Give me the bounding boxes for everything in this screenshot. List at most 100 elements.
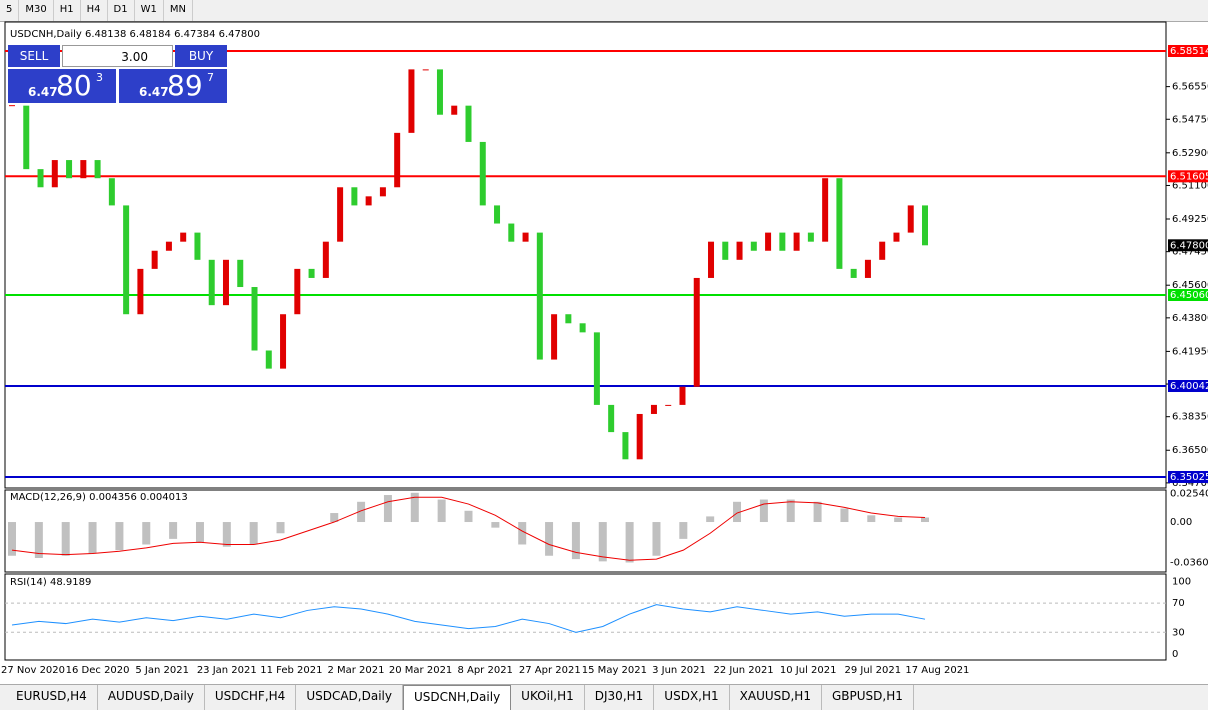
buy-button[interactable]: BUY <box>175 45 227 67</box>
macd-frame <box>4 489 1167 573</box>
chart-header: USDCNH,Daily 6.48138 6.48184 6.47384 6.4… <box>10 29 260 40</box>
x-tick-label: 3 Jun 2021 <box>652 665 706 676</box>
lot-input[interactable]: 3.00 <box>62 45 173 67</box>
macd-bar <box>330 513 339 523</box>
x-tick-label: 2 Mar 2021 <box>327 665 384 676</box>
macd-bar <box>894 517 903 523</box>
candle <box>265 350 272 369</box>
macd-tick-label: -0.036083 <box>1170 558 1208 569</box>
symbol-tab[interactable]: UKOil,H1 <box>511 685 585 710</box>
timeframe-button[interactable]: MN <box>164 0 193 21</box>
candle <box>94 160 101 179</box>
x-tick-label: 29 Jul 2021 <box>844 665 901 676</box>
timeframe-button[interactable]: W1 <box>135 0 164 21</box>
macd-bar <box>169 522 178 539</box>
level-label-bg <box>1168 380 1208 393</box>
candle <box>836 178 843 269</box>
x-tick-label: 27 Apr 2021 <box>519 665 581 676</box>
ask-price[interactable]: 6.47 89 7 <box>119 69 227 103</box>
macd-bar <box>8 522 16 556</box>
y-tick-label: 6.56550 <box>1172 82 1208 93</box>
candle <box>222 259 229 306</box>
candle <box>822 178 829 242</box>
macd-bar <box>61 522 70 556</box>
ask-prefix: 6.47 <box>139 85 169 99</box>
x-tick-label: 23 Jan 2021 <box>197 665 257 676</box>
y-tick-label: 6.45600 <box>1172 280 1208 291</box>
candle <box>579 323 586 333</box>
rsi-frame <box>4 573 1167 661</box>
symbol-tab[interactable]: DJ30,H1 <box>585 685 655 710</box>
symbol-tab[interactable]: EURUSD,H4 <box>6 685 98 710</box>
candle <box>765 232 772 251</box>
timeframe-button[interactable]: H1 <box>54 0 81 21</box>
candle <box>123 205 130 315</box>
macd-tick-label: 0.00 <box>1170 517 1192 528</box>
candle <box>608 404 615 433</box>
candle <box>907 205 914 233</box>
macd-bar <box>383 495 392 523</box>
y-tick-label: 6.38350 <box>1172 412 1208 423</box>
macd-tick-label: 0.025404 <box>1170 488 1208 499</box>
candle <box>237 259 244 288</box>
candle <box>422 69 429 71</box>
candle <box>151 250 158 269</box>
symbol-tab[interactable]: USDCAD,Daily <box>296 685 403 710</box>
timeframe-button[interactable]: H4 <box>81 0 108 21</box>
symbol-tab[interactable]: AUDUSD,Daily <box>98 685 205 710</box>
candle <box>551 314 558 360</box>
macd-bar <box>410 492 419 523</box>
bid-price[interactable]: 6.47 80 3 <box>8 69 116 103</box>
timeframe-button[interactable]: M30 <box>19 0 54 21</box>
macd-bar <box>276 522 285 534</box>
macd-bar <box>813 501 822 523</box>
rsi-label: RSI(14) 48.9189 <box>10 577 91 588</box>
candle <box>208 259 215 306</box>
candle <box>165 241 172 251</box>
current-price-bg <box>1168 239 1208 252</box>
symbol-tab[interactable]: XAUUSD,H1 <box>730 685 822 710</box>
symbol-tab[interactable]: GBPUSD,H1 <box>822 685 914 710</box>
y-tick-label: 6.34700 <box>1172 478 1208 489</box>
macd-bar <box>88 522 97 554</box>
candle <box>536 232 543 360</box>
symbol-tabs: EURUSD,H4 AUDUSD,Daily USDCHF,H4 USDCAD,Dai… <box>0 684 1208 710</box>
candle <box>793 232 800 251</box>
symbol-tab[interactable]: USDX,H1 <box>654 685 730 710</box>
macd-bar <box>840 508 849 523</box>
macd-bar <box>195 522 204 543</box>
rsi-tick-label: 70 <box>1172 598 1185 609</box>
symbol-tab[interactable]: USDCHF,H4 <box>205 685 297 710</box>
sell-button[interactable]: SELL <box>8 45 60 67</box>
level-label: 6.40042 <box>1170 381 1208 392</box>
macd-bar <box>733 501 742 523</box>
candle <box>593 332 600 405</box>
level-label: 6.45060 <box>1170 290 1208 301</box>
level-label-bg <box>1168 44 1208 57</box>
candle <box>365 196 372 206</box>
candle <box>636 413 643 460</box>
candle <box>379 187 386 197</box>
timeframe-button[interactable]: D1 <box>108 0 135 21</box>
macd-bar <box>921 517 929 523</box>
candle <box>37 169 44 188</box>
candle <box>251 287 258 351</box>
candle <box>508 223 515 242</box>
candle <box>23 105 30 170</box>
candle <box>893 232 900 242</box>
symbol-tab[interactable]: USDCNH,Daily <box>402 685 512 710</box>
level-label: 6.35025 <box>1170 472 1208 483</box>
candle <box>850 268 857 278</box>
macd-bar <box>357 501 366 523</box>
candle <box>180 232 187 242</box>
y-tick-label: 6.41950 <box>1172 346 1208 357</box>
macd-bar <box>437 499 446 523</box>
x-tick-label: 16 Dec 2020 <box>66 665 130 676</box>
timeframe-button[interactable]: 5 <box>0 0 20 21</box>
candle <box>479 141 486 206</box>
y-tick-label: 6.47450 <box>1172 247 1208 258</box>
x-tick-label: 27 Nov 2020 <box>1 665 65 676</box>
macd-bar <box>571 522 580 560</box>
candle <box>650 404 657 414</box>
